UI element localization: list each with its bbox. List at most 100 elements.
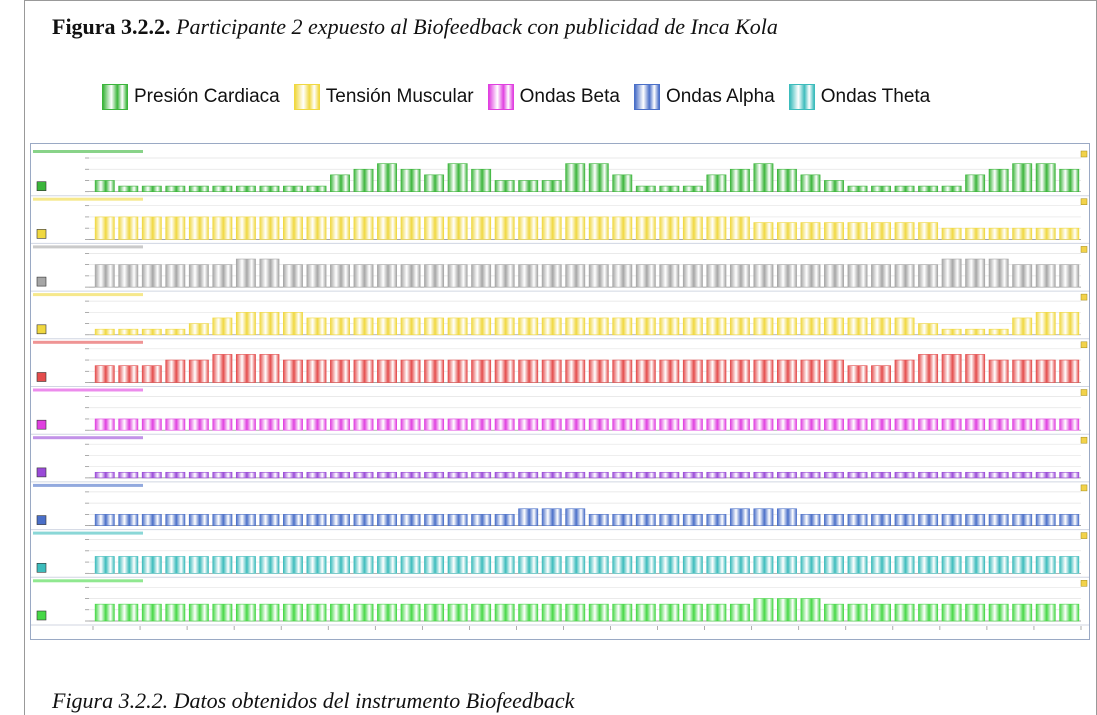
bar — [424, 471, 445, 479]
bar — [94, 365, 115, 383]
bar — [918, 323, 939, 336]
bar — [682, 264, 703, 288]
bar — [541, 508, 562, 526]
bar — [871, 185, 891, 192]
bar — [894, 359, 915, 383]
bar — [682, 603, 703, 622]
bar — [471, 556, 492, 574]
bar — [141, 603, 162, 622]
bar — [965, 227, 986, 240]
scale-marker-icon — [1080, 150, 1088, 158]
bar — [259, 354, 280, 383]
bar — [165, 185, 186, 192]
bar — [824, 418, 844, 431]
bar — [306, 514, 327, 526]
bar — [824, 556, 844, 574]
bar — [353, 264, 374, 288]
bar — [306, 185, 327, 192]
bar — [518, 603, 539, 622]
bar — [330, 216, 350, 240]
bar — [659, 471, 680, 479]
bar — [753, 556, 774, 574]
bar — [424, 264, 445, 288]
bar — [565, 603, 586, 622]
bar — [141, 365, 162, 383]
bar — [377, 471, 397, 479]
bar — [777, 556, 797, 574]
bar — [682, 418, 703, 431]
bar — [800, 556, 821, 574]
bar — [447, 317, 468, 336]
bar — [1012, 163, 1033, 193]
bar — [847, 471, 868, 479]
channel-header-mark — [33, 150, 143, 153]
legend-item: Tensión Muscular — [293, 84, 474, 110]
bar — [800, 598, 821, 622]
legend-item: Presión Cardiaca — [102, 84, 280, 110]
bar — [212, 603, 233, 622]
bar — [330, 556, 350, 574]
bar — [729, 471, 750, 479]
bar — [918, 514, 939, 526]
bar — [777, 508, 797, 526]
bar — [188, 471, 209, 479]
bar — [541, 556, 562, 574]
bar — [306, 471, 327, 479]
bar — [729, 216, 750, 240]
bar — [353, 471, 374, 479]
bar — [353, 418, 374, 431]
channel-icon — [36, 419, 47, 430]
bar — [588, 216, 609, 240]
bar — [871, 514, 891, 526]
bar — [212, 185, 233, 192]
bar — [306, 264, 327, 288]
bar — [447, 264, 468, 288]
bar — [353, 317, 374, 336]
bar — [635, 418, 656, 431]
bar — [941, 603, 962, 622]
scale-marker-icon — [1080, 246, 1088, 253]
bar — [212, 216, 233, 240]
bar — [471, 418, 492, 431]
bar — [235, 354, 256, 383]
bar — [400, 556, 421, 574]
bar — [141, 418, 162, 431]
bar — [988, 227, 1009, 240]
bar — [612, 418, 633, 431]
strip-chart-row — [31, 483, 1089, 531]
bar — [918, 418, 939, 431]
bar — [541, 418, 562, 431]
bar — [1035, 603, 1056, 622]
bar — [918, 556, 939, 574]
bar — [306, 603, 327, 622]
bar — [212, 264, 233, 288]
bar — [235, 603, 256, 622]
bar — [565, 418, 586, 431]
bar — [141, 264, 162, 288]
bar — [824, 264, 844, 288]
bar — [729, 603, 750, 622]
channel-header-mark — [33, 388, 143, 392]
bar — [824, 317, 844, 336]
bar — [259, 258, 280, 288]
bar — [424, 317, 445, 336]
bar — [1012, 603, 1033, 622]
bar — [941, 328, 962, 336]
bar — [871, 603, 891, 622]
channel-icon — [36, 372, 47, 382]
bar — [330, 359, 350, 383]
bar — [330, 603, 350, 622]
bar — [847, 418, 868, 431]
bar — [800, 222, 821, 240]
bar — [894, 264, 915, 288]
bar — [894, 471, 915, 479]
chart-legend: Presión Cardiaca Tensión Muscular Ondas Be… — [102, 83, 944, 111]
bar — [447, 359, 468, 383]
bar — [494, 514, 515, 526]
strip-chart-row — [31, 388, 1089, 435]
bar — [847, 365, 868, 383]
bar — [212, 354, 233, 383]
bar — [729, 418, 750, 431]
bar — [941, 514, 962, 526]
bar — [235, 514, 256, 526]
